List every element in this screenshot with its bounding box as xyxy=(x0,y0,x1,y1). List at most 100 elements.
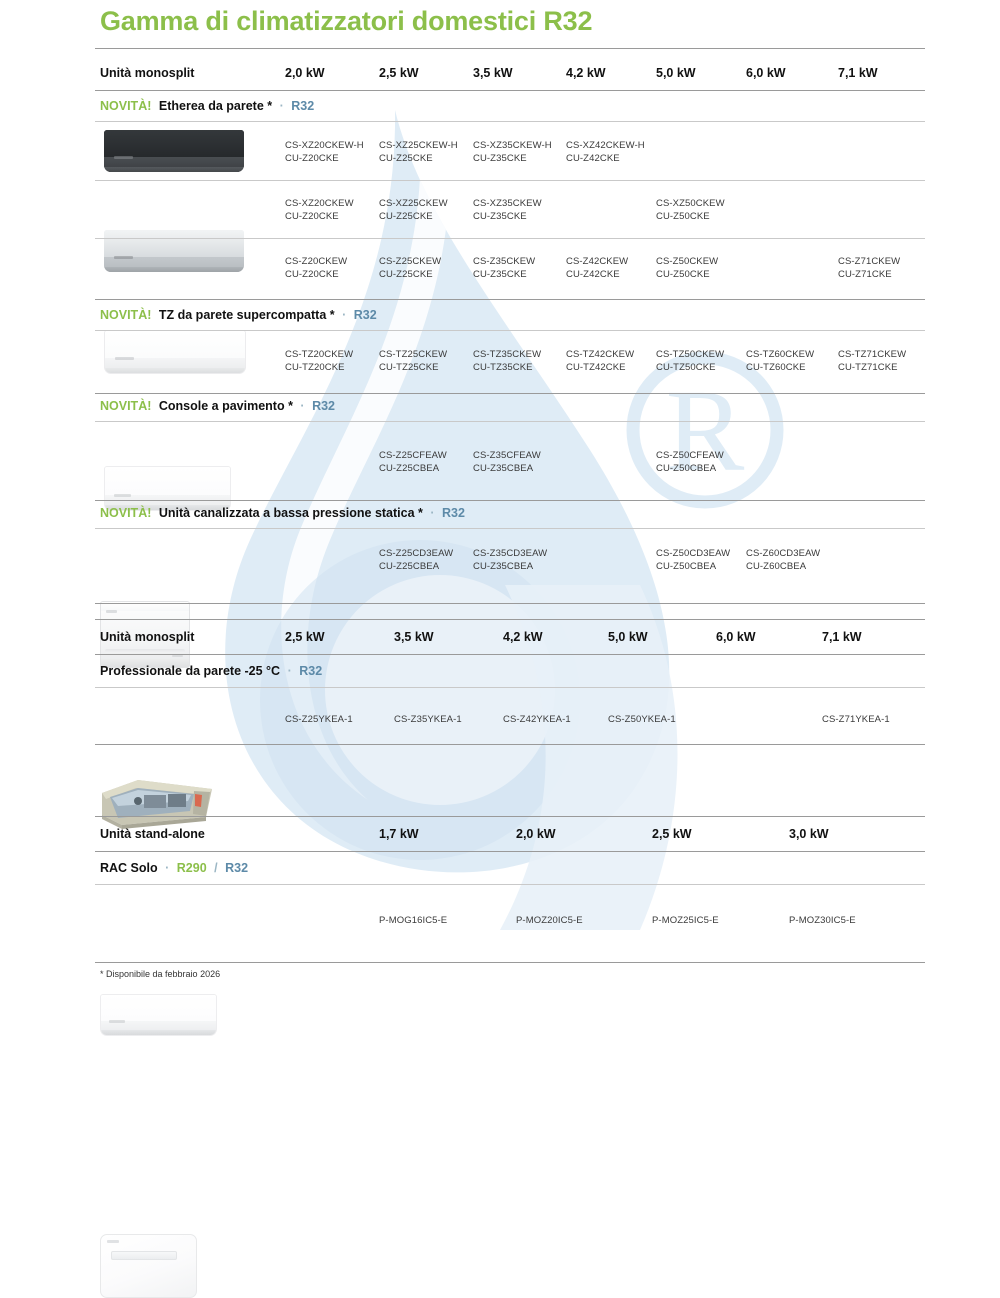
block1-col-3: 4,2 kW xyxy=(566,66,606,80)
model-cell: CS-Z25YKEA-1 xyxy=(285,714,353,725)
model-cell: P-MOZ25IC5-E xyxy=(652,915,719,926)
section-console-divider xyxy=(95,421,925,422)
block1-col-1: 2,5 kW xyxy=(379,66,419,80)
model-cell: CS-TZ20CKEW CU-TZ20CKE xyxy=(285,349,354,373)
section-separator: · xyxy=(342,308,347,322)
block2-col-3: 5,0 kW xyxy=(608,630,648,644)
model-cell: P-MOZ30IC5-E xyxy=(789,915,856,926)
model-cell: CS-XZ50CKEW CU-Z50CKE xyxy=(656,198,725,222)
block2-top-divider xyxy=(95,619,925,620)
model-cell: CS-TZ42CKEW CU-TZ42CKE xyxy=(566,349,635,373)
model-cell: CS-XZ20CKEW-H CU-Z20CKE xyxy=(285,140,364,164)
model-cell: CS-Z42YKEA-1 xyxy=(503,714,571,725)
product-image-ducted-unit xyxy=(102,780,212,829)
model-cell: CS-Z60CD3EAW CU-Z60CBEA xyxy=(746,548,821,572)
block1-header-label: Unità monosplit xyxy=(100,66,195,80)
block1-header-divider xyxy=(95,90,925,91)
section-end-divider xyxy=(95,393,925,394)
model-cell: CS-Z50CD3EAW CU-Z50CBEA xyxy=(656,548,731,572)
page-title: Gamma di climatizzatori domestici R32 xyxy=(100,6,593,36)
section-professionale-divider xyxy=(95,687,925,688)
section-tz-divider xyxy=(95,330,925,331)
section-refrigerant: R32 xyxy=(312,399,336,413)
model-cell: CS-Z25CKEW CU-Z25CKE xyxy=(379,256,442,280)
section-separator: · xyxy=(279,99,284,113)
model-cell: CS-XZ25CKEW CU-Z25CKE xyxy=(379,198,448,222)
model-cell: CS-Z50CFEAW CU-Z50CBEA xyxy=(656,450,724,474)
row-divider xyxy=(95,180,925,181)
section-refrigerant-primary: R290 xyxy=(176,861,207,875)
section-name: Unità canalizzata a bassa pressione stat… xyxy=(158,506,423,520)
block3-top-divider xyxy=(95,816,925,817)
model-cell: CS-TZ35CKEW CU-TZ35CKE xyxy=(473,349,542,373)
section-separator: · xyxy=(165,861,170,875)
block1-col-6: 7,1 kW xyxy=(838,66,878,80)
model-cell: CS-Z50YKEA-1 xyxy=(608,714,676,725)
model-cell: CS-XZ42CKEW-H CU-Z42CKE xyxy=(566,140,645,164)
section-rac-solo-title: RAC Solo · R290 / R32 xyxy=(100,861,249,875)
novita-badge: NOVITÀ! xyxy=(100,308,152,322)
block3-col-3: 3,0 kW xyxy=(789,827,829,841)
section-name: Professionale da parete -25 °C xyxy=(100,664,281,678)
section-ducted-title: NOVITÀ! Unità canalizzata a bassa pressi… xyxy=(100,506,465,520)
model-cell: CS-Z35YKEA-1 xyxy=(394,714,462,725)
product-image-console-floor-unit xyxy=(100,601,190,668)
model-cell: CS-TZ71CKEW CU-TZ71CKE xyxy=(838,349,907,373)
section-separator: · xyxy=(287,664,292,678)
model-cell: CS-Z25CFEAW CU-Z25CBEA xyxy=(379,450,447,474)
model-cell: CS-Z20CKEW CU-Z20CKE xyxy=(285,256,348,280)
model-cell: CS-TZ60CKEW CU-TZ60CKE xyxy=(746,349,815,373)
block3-col-1: 2,0 kW xyxy=(516,827,556,841)
section-console-title: NOVITÀ! Console a pavimento * · R32 xyxy=(100,399,335,413)
section-rac-solo-divider xyxy=(95,884,925,885)
block3-col-2: 2,5 kW xyxy=(652,827,692,841)
section-ducted-divider xyxy=(95,528,925,529)
model-cell: CS-XZ35CKEW CU-Z35CKE xyxy=(473,198,542,222)
section-end-divider xyxy=(95,299,925,300)
model-cell: CS-Z35CKEW CU-Z35CKE xyxy=(473,256,536,280)
block1-col-2: 3,5 kW xyxy=(473,66,513,80)
block3-col-0: 1,7 kW xyxy=(379,827,419,841)
model-cell: CS-Z71CKEW CU-Z71CKE xyxy=(838,256,901,280)
block2-end-divider xyxy=(95,744,925,745)
section-name: TZ da parete supercompatta * xyxy=(158,308,335,322)
product-image-wall-unit-professional-white xyxy=(100,994,217,1036)
section-etherea-title: NOVITÀ! Etherea da parete * · R32 xyxy=(100,99,314,113)
section-refrigerant: R32 xyxy=(353,308,377,322)
block3-header-label: Unità stand-alone xyxy=(100,827,205,841)
section-name: Etherea da parete * xyxy=(158,99,273,113)
section-professionale-title: Professionale da parete -25 °C · R32 xyxy=(100,664,322,678)
novita-badge: NOVITÀ! xyxy=(100,99,152,113)
title-divider xyxy=(95,48,925,49)
block1-col-4: 5,0 kW xyxy=(656,66,696,80)
row-divider xyxy=(95,238,925,239)
model-cell: CS-XZ35CKEW-H CU-Z35CKE xyxy=(473,140,552,164)
block2-col-0: 2,5 kW xyxy=(285,630,325,644)
model-cell: CS-Z35CD3EAW CU-Z35CBEA xyxy=(473,548,548,572)
section-refrigerant: R32 xyxy=(291,99,315,113)
block2-col-4: 6,0 kW xyxy=(716,630,756,644)
section-refrigerant: R32 xyxy=(442,506,465,520)
block3-end-divider xyxy=(95,962,925,963)
section-separator: · xyxy=(430,506,435,520)
model-cell: CS-TZ50CKEW CU-TZ50CKE xyxy=(656,349,725,373)
section-name: RAC Solo xyxy=(100,861,158,875)
block2-header-label: Unità monosplit xyxy=(100,630,195,644)
section-end-divider xyxy=(95,500,925,501)
section-name: Console a pavimento * xyxy=(158,399,293,413)
section-refrigerant: R32 xyxy=(299,664,323,678)
model-cell: CS-Z42CKEW CU-Z42CKE xyxy=(566,256,629,280)
product-image-wall-unit-tz-white xyxy=(104,466,231,511)
model-cell: P-MOZ20IC5-E xyxy=(516,915,583,926)
section-separator: · xyxy=(300,399,305,413)
model-cell: CS-Z25CD3EAW CU-Z25CBEA xyxy=(379,548,454,572)
block1-col-5: 6,0 kW xyxy=(746,66,786,80)
model-cell: P-MOG16IC5-E xyxy=(379,915,448,926)
model-cell: CS-Z71YKEA-1 xyxy=(822,714,890,725)
product-image-rac-solo-panel xyxy=(100,1234,197,1298)
footnote: * Disponibile da febbraio 2026 xyxy=(100,969,221,979)
section-tz-title: NOVITÀ! TZ da parete supercompatta * · R… xyxy=(100,308,377,322)
product-image-wall-unit-silver xyxy=(104,230,244,272)
block2-col-2: 4,2 kW xyxy=(503,630,543,644)
model-cell: CS-XZ20CKEW CU-Z20CKE xyxy=(285,198,354,222)
